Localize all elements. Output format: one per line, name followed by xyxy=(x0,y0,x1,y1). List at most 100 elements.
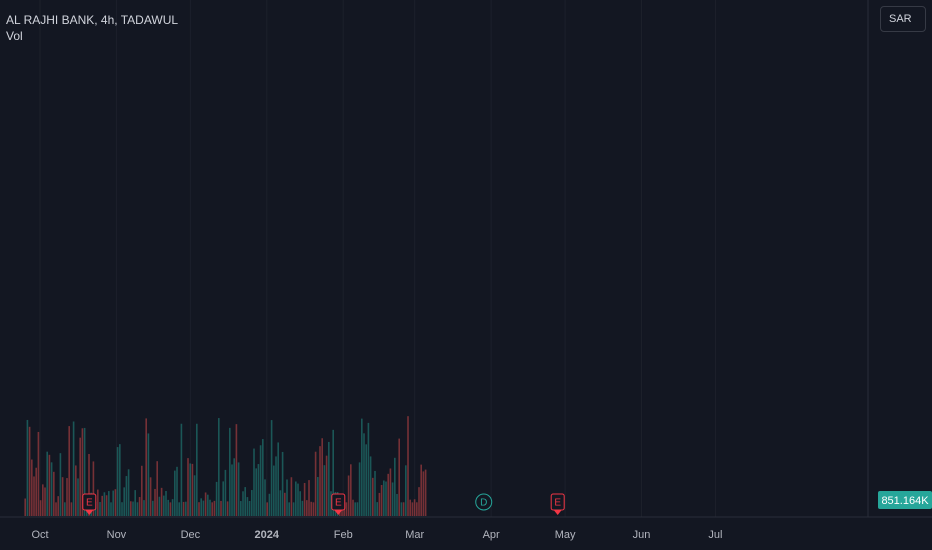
volume-bar xyxy=(165,491,167,516)
volume-bar xyxy=(244,487,247,516)
time-tick-label: Jul xyxy=(708,529,722,541)
currency-label: SAR xyxy=(889,13,912,25)
volume-bar xyxy=(266,502,269,516)
volume-bar xyxy=(53,471,55,516)
volume-bar xyxy=(292,502,295,516)
volume-bar xyxy=(277,442,280,516)
volume-bar xyxy=(275,456,277,516)
grid xyxy=(0,0,868,517)
volume-bar xyxy=(378,492,381,516)
volume-bar xyxy=(57,496,60,516)
volume-bar xyxy=(323,465,326,516)
earnings-marker[interactable]: E xyxy=(331,493,346,515)
volume-bar xyxy=(218,418,220,516)
price-axis-panel[interactable] xyxy=(868,0,932,550)
volume-bar xyxy=(424,469,427,516)
time-tick-label: Apr xyxy=(483,529,500,541)
volume-bar xyxy=(242,491,244,516)
volume-bar xyxy=(240,501,242,516)
volume-bar xyxy=(268,493,271,516)
volume-bars xyxy=(24,416,427,516)
volume-bar xyxy=(70,502,73,516)
volume-bar xyxy=(130,501,132,516)
currency-button[interactable]: SAR xyxy=(880,6,926,32)
volume-bar xyxy=(209,499,211,516)
volume-bar xyxy=(50,462,53,516)
volume-bar xyxy=(207,494,209,516)
earnings-pointer xyxy=(85,510,94,515)
volume-bar xyxy=(398,438,401,516)
symbol-title[interactable]: AL RAJHI BANK, 4h, TADAWUL xyxy=(6,13,179,27)
volume-bar xyxy=(66,478,68,516)
volume-bar xyxy=(132,501,134,516)
volume-bar xyxy=(345,502,348,516)
volume-bar xyxy=(167,499,170,516)
time-tick-label: Nov xyxy=(107,529,127,541)
earnings-marker[interactable]: E xyxy=(82,493,97,515)
volume-bar xyxy=(295,481,297,516)
volume-bar xyxy=(372,477,374,516)
volume-bar xyxy=(112,490,115,516)
volume-bar xyxy=(103,492,106,516)
volume-bar xyxy=(64,502,66,516)
volume-bar xyxy=(385,481,387,516)
earnings-pointer xyxy=(553,510,562,515)
volume-bar xyxy=(215,481,218,516)
volume-bar xyxy=(365,444,368,516)
volume-bar xyxy=(114,489,117,516)
volume-bar xyxy=(68,426,71,516)
volume-bar xyxy=(306,500,308,516)
volume-bar xyxy=(312,502,315,516)
volume-bar xyxy=(273,465,275,516)
volume-bar xyxy=(108,491,110,516)
dividend-icon xyxy=(475,493,493,511)
volume-bar xyxy=(376,502,379,516)
volume-bar xyxy=(374,470,376,516)
volume-bar xyxy=(405,465,407,516)
volume-bar xyxy=(193,475,196,516)
volume-bar xyxy=(42,484,44,516)
volume-bar xyxy=(97,489,99,516)
volume-bar xyxy=(383,480,385,516)
volume-bar xyxy=(200,498,203,516)
earnings-marker[interactable]: E xyxy=(550,493,565,515)
volume-bar xyxy=(237,462,240,516)
volume-bar xyxy=(347,475,350,516)
volume-bar xyxy=(310,501,313,516)
time-tick-label: Jun xyxy=(633,529,651,541)
volume-bar xyxy=(35,467,38,516)
volume-bar xyxy=(185,501,187,516)
time-tick-label: Dec xyxy=(181,529,201,541)
volume-bar xyxy=(422,471,425,516)
volume-bar xyxy=(330,491,332,516)
volume-bar xyxy=(288,502,291,516)
volume-bar xyxy=(262,439,264,516)
volume-bar xyxy=(352,499,354,516)
volume-bar xyxy=(358,462,361,516)
volume-bar xyxy=(257,464,260,516)
time-tick-label: May xyxy=(555,529,576,541)
volume-label[interactable]: Vol xyxy=(6,29,23,43)
volume-bar xyxy=(251,490,253,516)
volume-bar xyxy=(411,502,414,516)
volume-bar xyxy=(328,441,330,516)
volume-bar xyxy=(229,427,231,516)
volume-bar xyxy=(37,431,40,516)
volume-bar xyxy=(176,466,178,516)
volume-bar xyxy=(141,465,143,516)
volume-bar xyxy=(48,454,51,516)
volume-bar xyxy=(59,453,62,516)
volume-bar xyxy=(321,438,324,516)
dividend-marker[interactable]: D xyxy=(475,493,493,511)
volume-bar xyxy=(127,469,130,516)
volume-bar xyxy=(152,500,154,516)
volume-bar xyxy=(314,451,317,516)
volume-bar xyxy=(55,502,57,516)
volume-bar xyxy=(160,487,163,516)
volume-bar xyxy=(224,469,227,516)
price-badges: 112085.8851.164K xyxy=(878,491,932,509)
volume-bar xyxy=(367,422,370,516)
